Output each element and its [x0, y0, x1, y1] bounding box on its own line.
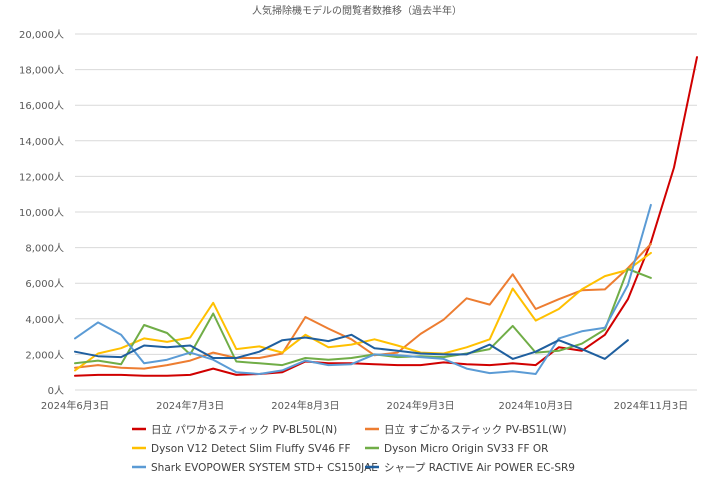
x-tick-label: 2024年9月3日	[386, 399, 454, 412]
legend: 日立 パワかるスティック PV-BL50L(N) 日立 すごかるスティック PV-…	[132, 423, 575, 474]
chart-title: 人気掃除機モデルの閲覧者数推移（過去半年）	[252, 4, 462, 17]
series-line-1	[74, 56, 698, 377]
y-axis: 0人 2,000人 4,000人 6,000人 8,000人 10,000人 12,000人…	[19, 29, 64, 397]
x-tick-label: 2024年10月3日	[498, 399, 573, 412]
x-axis: 2024年6月3日 2024年7月3日 2024年8月3日 2024年9月3日 2024…	[41, 399, 688, 412]
x-tick-label: 2024年6月3日	[41, 399, 109, 412]
legend-label: 日立 すごかるスティック PV-BS1L(W)	[384, 423, 567, 436]
grid-layer	[75, 33, 697, 391]
series-line-4	[74, 268, 652, 367]
y-tick-label: 12,000人	[19, 171, 64, 183]
series-line-5	[74, 203, 652, 375]
y-tick-label: 6,000人	[25, 278, 64, 290]
y-tick-label: 18,000人	[19, 65, 64, 77]
series-line-3	[74, 251, 652, 372]
y-tick-label: 8,000人	[25, 243, 64, 255]
legend-label: Dyson V12 Detect Slim Fluffy SV46 FF	[151, 443, 351, 455]
y-tick-label: 4,000人	[25, 314, 64, 326]
legend-label: 日立 パワかるスティック PV-BL50L(N)	[151, 423, 337, 436]
legend-label: Dyson Micro Origin SV33 FF OR	[384, 443, 548, 455]
y-tick-label: 2,000人	[25, 349, 64, 361]
legend-label: Shark EVOPOWER SYSTEM STD+ CS150JAE	[151, 462, 378, 474]
y-tick-label: 20,000人	[19, 29, 64, 41]
x-tick-label: 2024年11月3日	[614, 399, 689, 412]
series-line-6	[74, 333, 629, 360]
series-layer	[74, 56, 698, 377]
legend-label: シャープ RACTIVE Air POWER EC-SR9	[384, 462, 575, 474]
x-tick-label: 2024年7月3日	[156, 399, 224, 412]
y-tick-label: 16,000人	[19, 100, 64, 112]
x-tick-label: 2024年8月3日	[271, 399, 339, 412]
y-tick-label: 10,000人	[19, 207, 64, 219]
y-tick-label: 0人	[48, 385, 64, 397]
y-tick-label: 14,000人	[19, 136, 64, 148]
series-line-2	[74, 243, 652, 370]
